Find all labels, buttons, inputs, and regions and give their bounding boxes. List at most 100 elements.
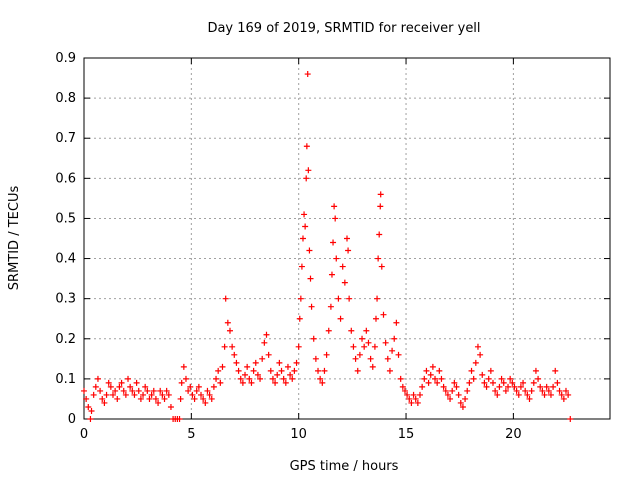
data-point [350,343,357,350]
axis-ticks: 0 0.1 0.2 0.3 0.4 0.5 0.6 0.7 0.8 0.9 0 5 10 15 20 [55,51,610,442]
data-point [222,295,229,302]
data-point [528,387,535,394]
data-point [148,391,155,398]
data-point [274,371,281,378]
data-point [545,387,552,394]
data-point [116,383,123,390]
data-point [165,391,172,398]
data-point [305,167,312,174]
data-point [382,339,389,346]
data-point [468,367,475,374]
data-point [429,363,436,370]
data-point [122,391,129,398]
data-point [449,387,456,394]
data-point [414,399,421,406]
x-tick-label: 5 [187,427,195,442]
data-point [375,255,382,262]
data-point [406,395,413,402]
data-point [167,403,174,410]
data-point [219,363,226,370]
data-point [492,387,499,394]
data-point [307,275,314,282]
data-point [496,383,503,390]
data-point [330,239,337,246]
data-point [191,395,198,402]
y-tick-label: 0.2 [55,332,76,347]
data-point [442,387,449,394]
data-point [257,375,264,382]
data-point [412,395,419,402]
x-tick-label: 20 [505,427,522,442]
data-point [125,375,132,382]
data-point [114,395,121,402]
data-point [206,391,213,398]
data-point [341,279,348,286]
data-point [81,387,87,394]
data-point [163,387,170,394]
data-point [552,367,559,374]
data-point [239,379,246,386]
data-point [180,363,187,370]
data-point [155,399,162,406]
data-point [306,247,313,254]
data-point [374,295,381,302]
data-point [146,395,153,402]
data-point [295,343,302,350]
data-point [427,371,434,378]
chart-title: Day 169 of 2019, SRMTID for receiver yel… [207,21,480,36]
data-point [323,351,330,358]
data-point [252,359,259,366]
data-point [303,175,310,182]
data-point [384,355,391,362]
data-point [408,399,415,406]
data-point [554,379,561,386]
data-point [361,343,368,350]
data-point [289,375,296,382]
data-point [308,303,315,310]
data-point [419,383,426,390]
data-point [83,395,90,402]
data-point [244,363,251,370]
data-point [177,395,184,402]
data-point [261,339,268,346]
data-point [195,383,202,390]
data-point [142,383,149,390]
data-point [464,387,471,394]
x-axis-label: GPS time / hours [290,459,399,474]
data-point [376,231,383,238]
data-point [224,319,231,326]
data-point [242,371,249,378]
data-point [189,391,196,398]
data-point [127,383,134,390]
data-point [541,391,548,398]
data-point [210,383,217,390]
data-point [356,351,363,358]
data-point [293,359,300,366]
data-point [530,379,537,386]
data-point [547,391,554,398]
data-point [436,367,443,374]
data-point [567,416,574,422]
data-point [481,379,488,386]
data-point [250,367,257,374]
y-axis-label: SRMTID / TECUs [7,186,22,291]
data-point [425,379,432,386]
data-points [81,71,574,422]
data-point [321,367,328,374]
y-tick-label: 0.5 [55,211,76,226]
data-point [522,387,529,394]
data-point [97,387,104,394]
data-point [267,367,274,374]
data-point [317,375,324,382]
data-point [328,271,335,278]
data-point [526,395,533,402]
data-point [470,375,477,382]
data-point [451,379,458,386]
data-point [372,315,379,322]
data-point [202,399,209,406]
data-point [447,395,454,402]
data-point [333,255,340,262]
data-point [157,387,164,394]
data-point [391,335,398,342]
